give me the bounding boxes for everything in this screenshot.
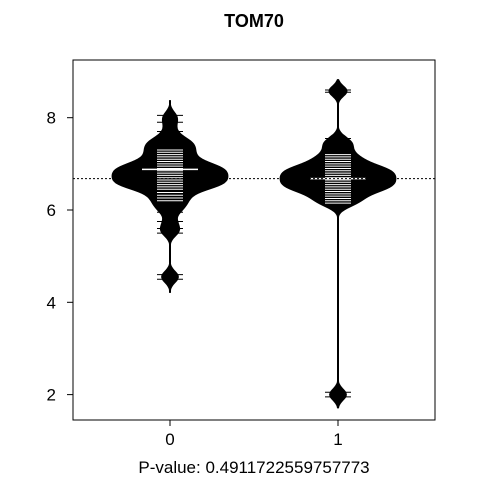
axes-layer: 2 4 6 8 0 1	[47, 109, 435, 449]
y-tick-label: 4	[47, 293, 56, 312]
chart-title: TOM70	[224, 11, 284, 31]
y-tick-label: 2	[47, 386, 56, 405]
beans-layer	[111, 79, 397, 409]
bean-shape-group-0	[111, 100, 229, 293]
y-tick-label: 8	[47, 109, 56, 128]
plot-frame	[72, 59, 436, 421]
x-tick-label: 0	[165, 430, 174, 449]
x-axis-label: P-value: 0.4911722559757773	[138, 458, 369, 477]
bean-shape-group-1	[279, 79, 397, 409]
y-tick-label: 6	[47, 201, 56, 220]
x-tick-label: 1	[333, 430, 342, 449]
